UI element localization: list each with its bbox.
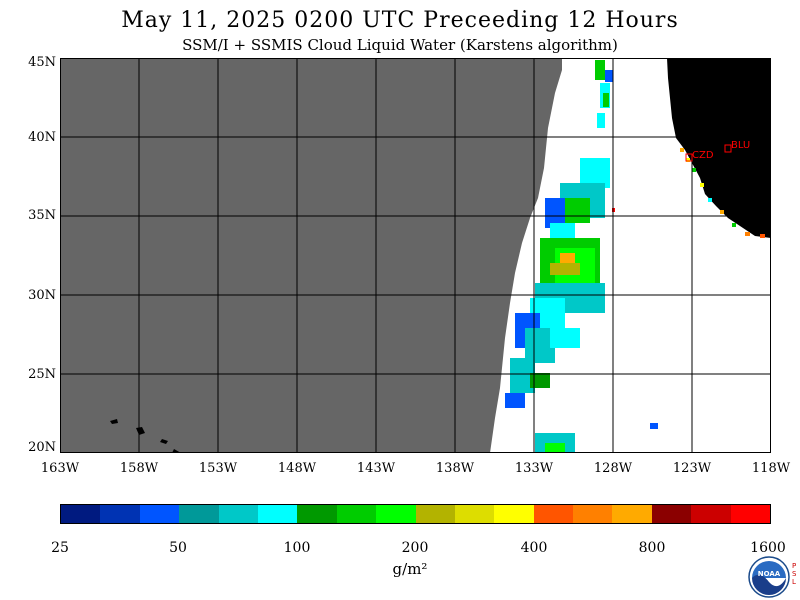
- lon-label-163w: 163W: [40, 461, 80, 476]
- lat-label-35n: 35N: [28, 208, 56, 223]
- colorbar-swatch-17: [730, 505, 771, 523]
- station-label-blu: BLU: [731, 140, 750, 151]
- colorbar-swatch-4: [218, 505, 258, 523]
- colorbar-swatch-14: [612, 505, 652, 523]
- colorbar-tick-200: 200: [401, 540, 429, 556]
- station-blu: BLU: [724, 140, 750, 153]
- graticule: [60, 58, 771, 453]
- colorbar-swatch-11: [494, 505, 534, 523]
- lon-label-138w: 138W: [435, 461, 475, 476]
- land-mass: [667, 58, 771, 238]
- map-title: May 11, 2025 0200 UTC Preceeding 12 Hour…: [121, 8, 679, 33]
- cloud-water-field: [505, 60, 765, 453]
- colorbar-swatch-15: [651, 505, 692, 523]
- colorbar-swatch-10: [454, 505, 495, 523]
- lon-label-158w: 158W: [119, 461, 159, 476]
- colorbar-swatch-5: [257, 505, 298, 523]
- colorbar-tick-800: 800: [638, 540, 666, 556]
- colorbar: [60, 504, 771, 524]
- clw-map: CZD BLU: [60, 58, 771, 453]
- colorbar-swatch-0: [61, 505, 101, 523]
- station-label-czd: CZD: [692, 150, 714, 161]
- colorbar-tick-50: 50: [169, 540, 187, 556]
- colorbar-tick-25: 25: [51, 540, 69, 556]
- colorbar-swatch-16: [691, 505, 731, 523]
- colorbar-swatch-12: [533, 505, 574, 523]
- colorbar-tick-400: 400: [520, 540, 548, 556]
- lat-label-20n: 20N: [28, 440, 56, 455]
- colorbar-swatch-13: [573, 505, 613, 523]
- lat-label-40n: 40N: [28, 130, 56, 145]
- no-data-region: [60, 58, 562, 453]
- lat-label-45n: 45N: [28, 55, 56, 70]
- lon-label-118w: 118W: [751, 461, 791, 476]
- hawaiian-islands: [110, 419, 181, 453]
- lon-label-133w: 133W: [514, 461, 554, 476]
- colorbar-swatch-7: [336, 505, 377, 523]
- colorbar-swatch-1: [100, 505, 140, 523]
- colorbar-tick-1600: 1600: [750, 540, 786, 556]
- colorbar-swatch-3: [179, 505, 219, 523]
- lat-label-25n: 25N: [28, 367, 56, 382]
- noaa-logo-text: NOAA: [758, 570, 781, 578]
- lat-label-30n: 30N: [28, 288, 56, 303]
- lon-label-143w: 143W: [356, 461, 396, 476]
- colorbar-swatch-9: [415, 505, 455, 523]
- lon-label-123w: 123W: [672, 461, 712, 476]
- colorbar-swatch-8: [376, 505, 416, 523]
- colorbar-swatch-6: [297, 505, 337, 523]
- lon-label-148w: 148W: [277, 461, 317, 476]
- colorbar-swatch-2: [139, 505, 180, 523]
- lon-label-128w: 128W: [593, 461, 633, 476]
- noaa-logo: NOAA: [748, 556, 790, 598]
- lon-label-153w: 153W: [198, 461, 238, 476]
- map-subtitle: SSM/I + SSMIS Cloud Liquid Water (Karste…: [182, 36, 618, 54]
- station-czd: CZD: [685, 150, 714, 162]
- colorbar-tick-100: 100: [283, 540, 311, 556]
- colorbar-units: g/m²: [392, 560, 428, 578]
